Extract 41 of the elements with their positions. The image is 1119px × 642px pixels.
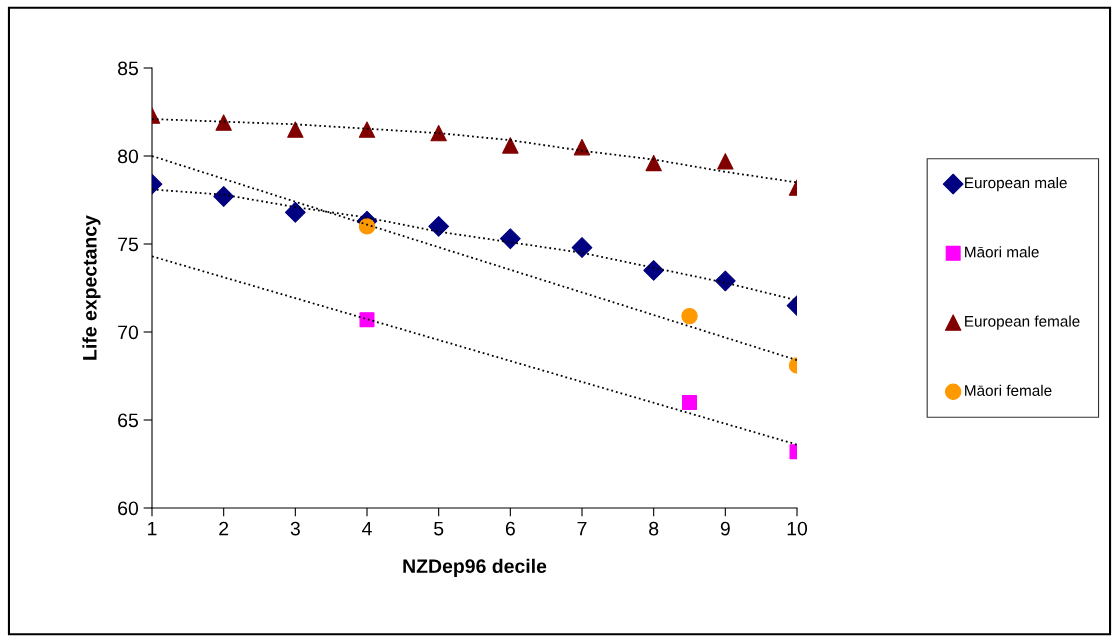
point: [643, 260, 665, 281]
x-tick-label: 3: [290, 521, 300, 536]
point: [287, 121, 304, 138]
y-tick-label: 70: [118, 325, 139, 340]
x-tick-label: 9: [720, 521, 730, 536]
y-tick-label: 60: [118, 501, 139, 516]
point: [359, 312, 375, 328]
x-tick-label: 2: [219, 521, 229, 536]
point: [717, 153, 734, 170]
point: [645, 154, 662, 172]
point: [681, 307, 698, 325]
point: [428, 216, 450, 237]
legend-label: European male: [965, 177, 1067, 192]
x-tick-label: 1: [148, 521, 157, 536]
legend-label: Māori female: [965, 384, 1052, 396]
x-tick-label: 8: [649, 521, 659, 536]
legend-label: Māori male: [965, 246, 1039, 258]
point: [358, 218, 376, 235]
x-tick-label: 4: [362, 521, 372, 536]
x-tick-label: 6: [505, 521, 515, 536]
x-axis-title: NZDep96 decile: [403, 558, 547, 577]
y-tick-label: 80: [118, 149, 139, 164]
point: [714, 270, 736, 292]
y-tick-label: 85: [118, 61, 138, 76]
point: [430, 124, 447, 142]
point: [213, 186, 235, 207]
point: [499, 228, 521, 250]
x-tick-label: 5: [434, 521, 444, 536]
x-tick-label: 10: [787, 521, 808, 536]
y-axis-title: Life expectancy: [82, 215, 101, 360]
point: [215, 114, 232, 131]
x-tick-label: 7: [577, 521, 587, 536]
point: [571, 237, 593, 258]
point: [502, 137, 519, 154]
point: [573, 139, 591, 156]
legend-label: European female: [965, 315, 1080, 330]
y-tick-label: 65: [118, 413, 138, 428]
y-tick-label: 75: [118, 237, 138, 252]
point: [682, 394, 697, 410]
point: [284, 201, 306, 223]
point: [358, 121, 376, 138]
